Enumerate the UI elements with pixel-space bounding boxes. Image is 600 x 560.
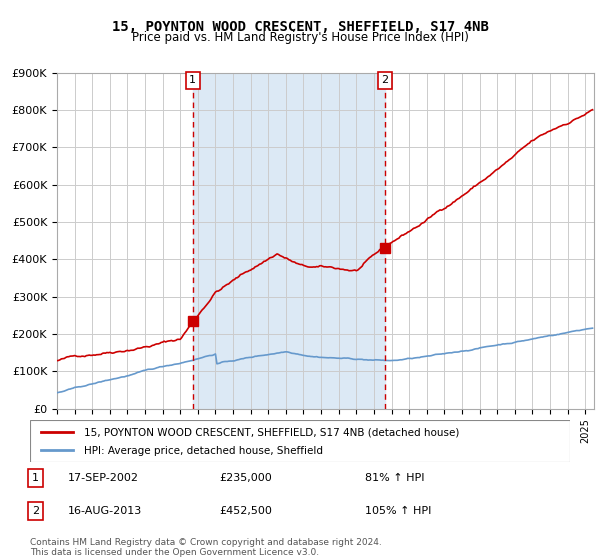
Text: 15, POYNTON WOOD CRESCENT, SHEFFIELD, S17 4NB (detached house): 15, POYNTON WOOD CRESCENT, SHEFFIELD, S1… [84,428,460,437]
Text: HPI: Average price, detached house, Sheffield: HPI: Average price, detached house, Shef… [84,446,323,456]
Text: 81% ↑ HPI: 81% ↑ HPI [365,473,424,483]
FancyBboxPatch shape [30,420,570,462]
Text: 16-AUG-2013: 16-AUG-2013 [68,506,142,516]
Bar [193,73,385,409]
Text: 105% ↑ HPI: 105% ↑ HPI [365,506,431,516]
Text: £452,500: £452,500 [219,506,272,516]
Text: 2: 2 [32,506,39,516]
Text: 17-SEP-2002: 17-SEP-2002 [68,473,139,483]
Text: 2: 2 [381,75,388,85]
Text: 15, POYNTON WOOD CRESCENT, SHEFFIELD, S17 4NB: 15, POYNTON WOOD CRESCENT, SHEFFIELD, S1… [112,20,488,34]
Text: Price paid vs. HM Land Registry's House Price Index (HPI): Price paid vs. HM Land Registry's House … [131,31,469,44]
Text: 1: 1 [189,75,196,85]
Text: 1: 1 [32,473,39,483]
Text: £235,000: £235,000 [219,473,272,483]
Text: Contains HM Land Registry data © Crown copyright and database right 2024.
This d: Contains HM Land Registry data © Crown c… [30,538,382,557]
